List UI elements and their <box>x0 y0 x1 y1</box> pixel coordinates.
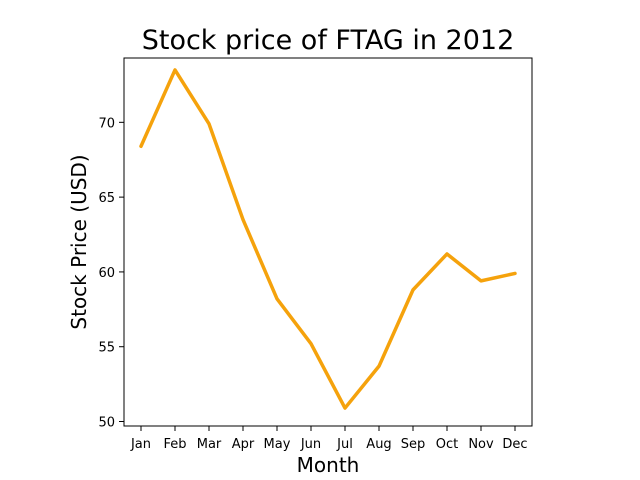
x-tick-label: Jul <box>336 437 353 452</box>
series-layer <box>139 68 517 410</box>
x-axis-label: Month <box>297 453 360 477</box>
y-tick-label: 55 <box>98 341 115 356</box>
x-tick-label: May <box>264 437 291 452</box>
chart-title: Stock price of FTAG in 2012 <box>142 25 515 56</box>
series-line-0 <box>139 68 517 410</box>
x-tick-label: Oct <box>436 437 458 452</box>
x-tick-label: Dec <box>502 437 527 452</box>
y-axis-label: Stock Price (USD) <box>67 154 91 329</box>
x-tick-label: Jun <box>300 437 321 452</box>
x-tick-label: Nov <box>468 437 494 452</box>
x-tick-label: Aug <box>366 437 391 452</box>
x-tick-label: Feb <box>163 437 186 452</box>
x-tick-label: Apr <box>232 437 255 452</box>
y-tick-label: 60 <box>98 266 115 281</box>
y-tick-label: 70 <box>98 116 115 131</box>
x-tick-label: Jan <box>130 437 151 452</box>
plot-area <box>123 57 533 427</box>
y-axis: 50 55 60 65 70 <box>98 116 124 431</box>
x-tick-label: Sep <box>401 437 426 452</box>
x-axis: Jan Feb Mar Apr May Jun Jul Aug Sep Oct Nov Dec <box>130 426 528 452</box>
y-tick-label: 65 <box>98 191 115 206</box>
x-tick-label: Mar <box>197 437 222 452</box>
y-tick-label: 50 <box>98 416 115 431</box>
